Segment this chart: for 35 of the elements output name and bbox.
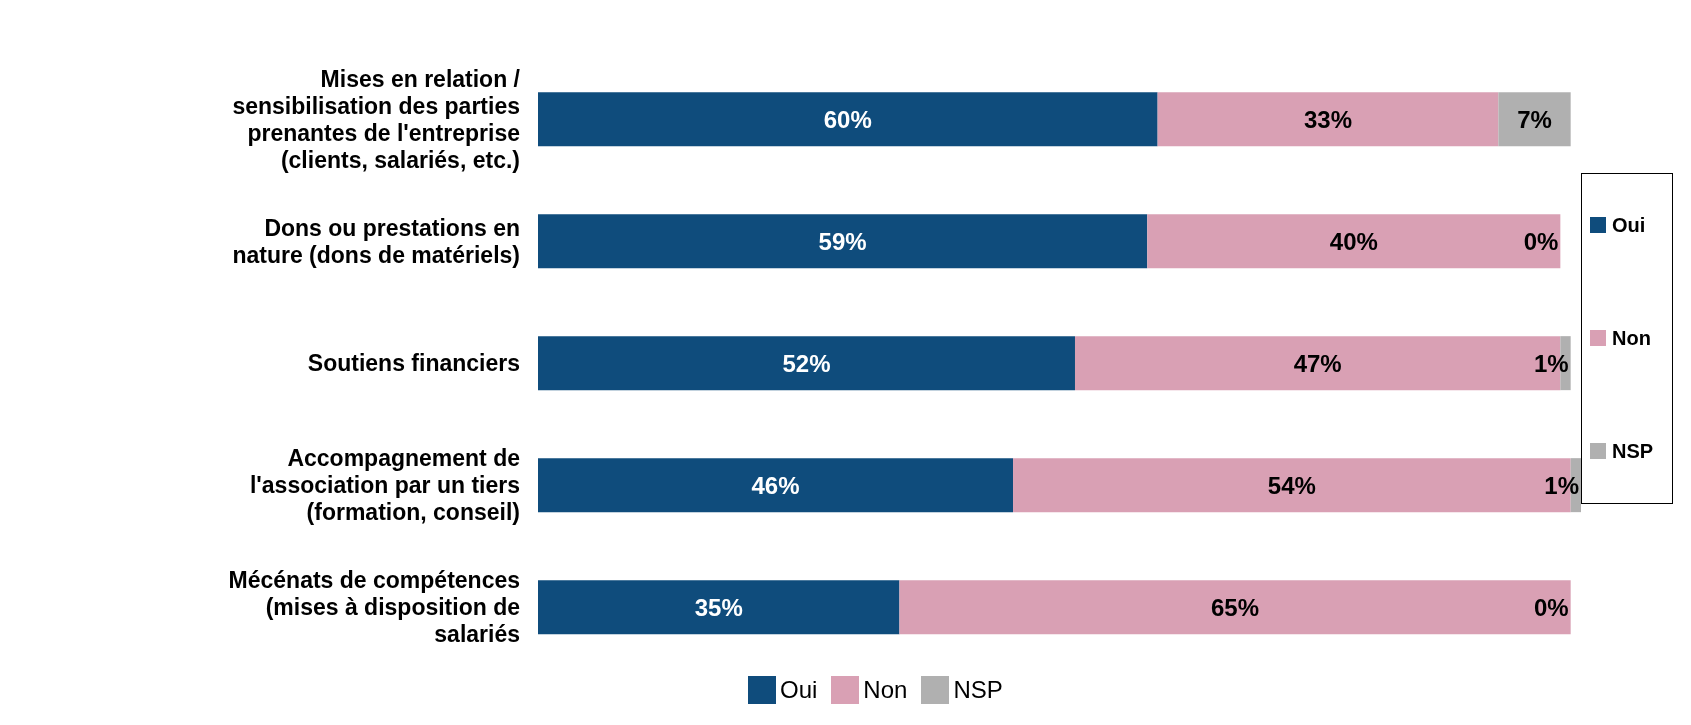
y-tick-label: Mises en relation / sensibilisation des parties prenantes de l'entreprise (clients, salariés, etc.): [232, 65, 521, 173]
legend-label: Non: [1611, 326, 1652, 350]
bar: [538, 214, 1148, 269]
data-label: 59%: [818, 227, 867, 255]
text: Non: [863, 676, 908, 703]
text: NSP: [953, 676, 1003, 703]
data-label: 0%: [1523, 227, 1559, 255]
y-tick-label: Accompagnement de l'association par un tiers (formation, conseil): [249, 445, 520, 525]
y-tick-label: Mécénats de compétences (mises à disposition de salariés: [228, 567, 520, 647]
data-label: 1%: [1544, 471, 1579, 499]
bar: [538, 336, 1075, 391]
data-label: 65%: [1211, 593, 1260, 621]
data-label: 60%: [823, 105, 872, 133]
data-label: 0%: [1533, 593, 1569, 621]
bar: [899, 580, 1571, 635]
data-label: 40%: [1329, 227, 1378, 255]
data-label: 46%: [751, 471, 800, 499]
data-label: 47%: [1293, 349, 1342, 377]
data-label: 35%: [694, 593, 743, 621]
bar: [1498, 92, 1571, 147]
bar: [1147, 214, 1561, 269]
legend-label: NSP: [1611, 439, 1655, 463]
data-label: 33%: [1303, 105, 1353, 133]
bar: [538, 458, 1014, 513]
data-label: 1%: [1533, 349, 1569, 377]
y-tick-label: Dons ou prestations en nature (dons de matériels): [232, 214, 520, 268]
data-label: 7%: [1517, 105, 1552, 133]
data-label: 54%: [1267, 471, 1316, 499]
text: Oui: [1612, 213, 1646, 236]
y-tick-label: Soutiens financiers: [307, 350, 520, 376]
bar: [1157, 92, 1499, 147]
data-label: 52%: [782, 349, 831, 377]
legend-label: Oui: [779, 676, 818, 704]
bar: [538, 92, 1158, 147]
bar: [538, 580, 900, 635]
